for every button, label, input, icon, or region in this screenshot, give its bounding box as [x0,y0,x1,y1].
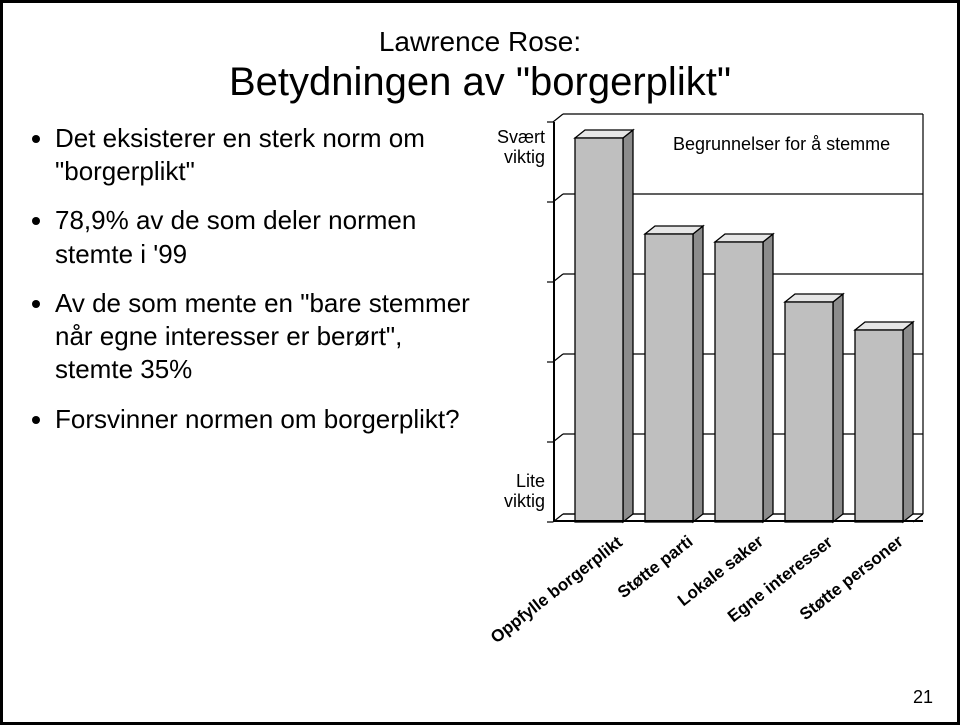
page-number: 21 [913,687,933,708]
slide-title: Betydningen av "borgerplikt" [31,60,929,104]
bullet-item: Det eksisterer en sterk norm om "borgerp… [55,122,471,189]
slide-subtitle: Lawrence Rose: [31,27,929,58]
bullet-list: Det eksisterer en sterk norm om "borgerp… [31,122,479,452]
y-axis-line [553,122,555,522]
title-block: Lawrence Rose: Betydningen av "borgerpli… [31,27,929,104]
y-axis-label-top: Svært viktig [479,128,545,168]
chart-panel: Svært viktig Lite viktig Begrunnelser fo… [479,122,929,642]
x-axis-label: Oppfylle borgerplikt [487,532,627,647]
bullet-item: Av de som mente en "bare stemmer når egn… [55,287,471,387]
content-row: Det eksisterer en sterk norm om "borgerp… [31,122,929,642]
slide-frame: Lawrence Rose: Betydningen av "borgerpli… [0,0,960,725]
chart-title: Begrunnelser for å stemme [673,134,890,155]
bullet-item: 78,9% av de som deler normen stemte i '9… [55,204,471,271]
chart-svg [553,122,923,522]
x-axis-labels: Oppfylle borgerpliktStøtte partiLokale s… [553,522,923,642]
y-axis-label-bottom: Lite viktig [479,472,545,512]
bullet-item: Forsvinner normen om borgerplikt? [55,403,471,436]
plot-area: Begrunnelser for å stemme [553,122,923,522]
